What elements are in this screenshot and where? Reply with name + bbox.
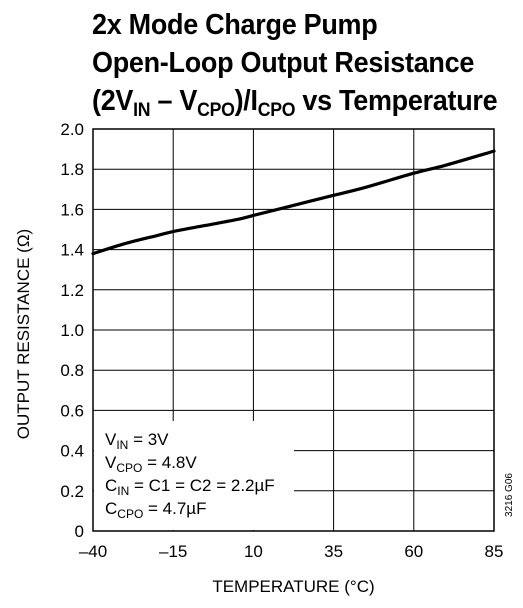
annotation-sub: CPO bbox=[117, 507, 143, 521]
y-tick-label: 0.2 bbox=[60, 482, 84, 501]
y-tick-label: 0.8 bbox=[60, 361, 84, 380]
x-tick-label: 35 bbox=[324, 542, 343, 561]
x-tick-label: 10 bbox=[244, 542, 263, 561]
plot-frame bbox=[92, 128, 495, 532]
x-tick-label: 60 bbox=[404, 542, 423, 561]
x-axis-label: TEMPERATURE (°C) bbox=[212, 577, 374, 596]
series-line bbox=[91, 149, 496, 256]
title-line-1: 2x Mode Charge Pump bbox=[92, 9, 378, 41]
chart-title: 2x Mode Charge Pump Open-Loop Output Res… bbox=[92, 6, 498, 121]
annotation-rest: = 4.8V bbox=[142, 453, 197, 472]
annotation-rest: = 3V bbox=[128, 430, 169, 449]
title-line-3: (2VIN – VCPO)/ICPO vs Temperature bbox=[92, 82, 498, 121]
annotation-line: CIN = C1 = C2 = 2.2µF bbox=[105, 476, 275, 498]
title-part-b: – V bbox=[150, 85, 198, 117]
annotation-main: C bbox=[105, 476, 117, 495]
annotation-main: V bbox=[105, 453, 117, 472]
y-tick-label: 1.0 bbox=[60, 321, 84, 340]
y-tick-labels: 0 0.2 0.4 0.6 0.8 1.0 1.2 1.4 1.6 1.8 2.0 bbox=[60, 120, 84, 541]
x-tick-label: 85 bbox=[485, 542, 504, 561]
y-tick-label: 1.6 bbox=[60, 200, 84, 219]
title-sub-b: CPO bbox=[197, 100, 235, 121]
annotation-main: V bbox=[105, 430, 117, 449]
annotation-line: VIN = 3V bbox=[105, 430, 169, 452]
annotation-line: VCPO = 4.8V bbox=[105, 453, 197, 475]
y-tick-label: 0.6 bbox=[60, 401, 84, 420]
annotation-sub: IN bbox=[117, 484, 129, 498]
series-group bbox=[91, 149, 496, 256]
annotation-rest: = C1 = C2 = 2.2µF bbox=[129, 476, 274, 495]
annotation-main: C bbox=[105, 499, 117, 518]
figure-code: 3216 G06 bbox=[504, 473, 515, 517]
annotation-background bbox=[94, 421, 294, 530]
y-tick-label: 0.4 bbox=[60, 442, 84, 461]
x-tick-label: –15 bbox=[159, 542, 187, 561]
y-tick-label: 1.2 bbox=[60, 281, 84, 300]
x-tick-labels: –40 –15 10 35 60 85 bbox=[79, 542, 504, 561]
y-tick-label: 2.0 bbox=[60, 120, 84, 139]
title-sub-a: IN bbox=[133, 100, 151, 121]
y-tick-label: 1.4 bbox=[60, 241, 84, 260]
title-sub-c: CPO bbox=[257, 100, 296, 121]
annotation-line: CCPO = 4.7µF bbox=[105, 499, 206, 521]
title-part-a: (2V bbox=[92, 85, 134, 117]
x-tick-label: –40 bbox=[79, 542, 107, 561]
annotation-sub: CPO bbox=[116, 461, 142, 475]
y-tick-label: 0 bbox=[75, 522, 84, 541]
y-tick-label: 1.8 bbox=[60, 160, 84, 179]
title-line-2: Open-Loop Output Resistance bbox=[92, 47, 475, 79]
title-part-c: )/I bbox=[234, 85, 258, 117]
title-part-d: vs Temperature bbox=[295, 85, 498, 117]
annotation-sub: IN bbox=[116, 438, 128, 452]
y-axis-label: OUTPUT RESISTANCE (Ω) bbox=[14, 229, 33, 439]
annotation-rest: = 4.7µF bbox=[143, 499, 206, 518]
